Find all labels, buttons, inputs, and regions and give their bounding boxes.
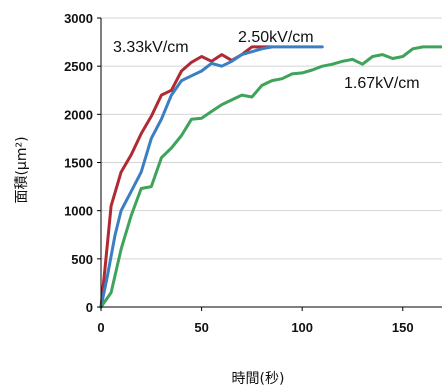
x-tick-label: 0 <box>97 320 104 335</box>
x-tick-label: 150 <box>392 320 414 335</box>
y-tick-label: 3000 <box>64 11 93 26</box>
series-label-1-67: 1.67kV/cm <box>344 75 420 92</box>
y-tick-labels: 0 500 1000 1500 2000 2500 3000 <box>64 11 101 315</box>
y-axis-title: 面積(μm²) <box>14 136 30 203</box>
y-tick-label: 2000 <box>64 107 93 122</box>
x-axis-title: 時間(秒) <box>232 371 285 387</box>
series-line-2 <box>99 45 442 309</box>
series-lines <box>99 45 442 309</box>
gridlines <box>101 17 442 260</box>
series-line-1 <box>99 45 324 309</box>
x-tick-label: 100 <box>291 320 313 335</box>
y-tick-label: 1500 <box>64 156 93 171</box>
x-tick-labels: 0 50 100 150 <box>97 307 414 335</box>
series-label-2-50: 2.50kV/cm <box>238 29 314 46</box>
y-tick-label: 2500 <box>64 59 93 74</box>
series-line-0 <box>99 45 274 309</box>
y-tick-label: 1000 <box>64 204 93 219</box>
x-tick-label: 50 <box>194 320 208 335</box>
y-tick-label: 0 <box>86 300 93 315</box>
y-tick-label: 500 <box>71 252 93 267</box>
series-label-3-33: 3.33kV/cm <box>113 39 189 56</box>
